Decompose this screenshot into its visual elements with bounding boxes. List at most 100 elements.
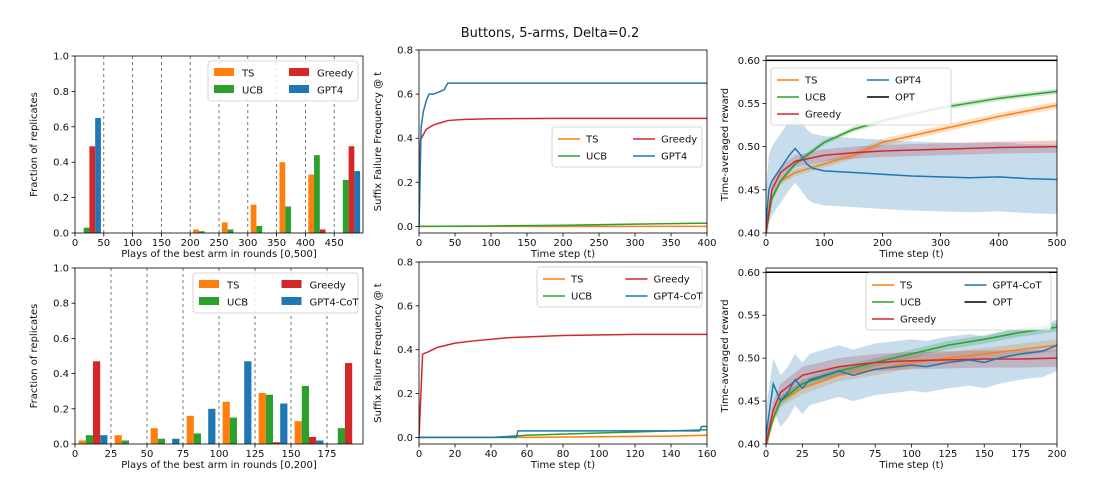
x-tick-label: 0 [763, 449, 769, 460]
bar-GPT4-CoT [100, 435, 108, 444]
bar-GPT4-CoT [316, 440, 324, 444]
bar-Greedy [273, 442, 281, 444]
x-tick-label: 50 [141, 449, 154, 460]
legend-box [770, 67, 952, 126]
y-axis-label: Fraction of replicates [29, 92, 40, 197]
y-tick-label: 0.55 [738, 311, 760, 322]
sff-bottom-legend: TS Greedy UCB GPT4-CoT [536, 266, 703, 308]
bar-GPT4-CoT [244, 361, 252, 444]
x-tick-label: 400 [697, 238, 716, 249]
bar-UCB [227, 229, 234, 233]
x-tick-label: 20 [449, 449, 462, 460]
x-tick-label: 100 [123, 238, 142, 249]
legend-label-Greedy: Greedy [900, 315, 936, 326]
legend-label-Greedy: Greedy [661, 135, 697, 146]
y-tick-label: 0.2 [397, 389, 413, 400]
hist-top-panel: 0 50 100 150 200 250 300 350 400 450 0.0 0.2 0.4 0.6 0… [29, 52, 364, 260]
legend-label-OPT: OPT [895, 93, 916, 104]
x-tick-label: 0 [763, 238, 769, 249]
hist-top-legend: TS Greedy UCB GPT4 [207, 60, 359, 102]
legend-label-GPT4: GPT4 [317, 86, 343, 97]
band-UCB [766, 322, 1057, 444]
x-tick-label: 175 [1011, 449, 1030, 460]
legend-label-Greedy: Greedy [317, 69, 353, 80]
legend-label-GPT4-CoT: GPT4-CoT [310, 298, 360, 309]
bar-UCB [157, 438, 165, 444]
bar-UCB [193, 433, 201, 444]
y-tick-label: 0.8 [397, 258, 413, 269]
legend-box [865, 272, 1052, 331]
legend-swatch-UCB [214, 85, 234, 93]
bar-UCB [256, 225, 263, 233]
x-tick-label: 75 [869, 449, 882, 460]
y-axis-label: Fraction of replicates [29, 304, 40, 409]
x-tick-label: 350 [267, 238, 286, 249]
y-tick-label: 0.6 [53, 122, 69, 133]
bar-UCB [83, 227, 90, 233]
bar-GPT4 [95, 117, 101, 233]
x-tick-label: 150 [517, 238, 536, 249]
x-axis-label: Plays of the best arm in rounds [0,200] [121, 460, 317, 471]
x-tick-label: 100 [481, 238, 500, 249]
y-axis-label: Suffix Failure Frequency @ t [373, 72, 384, 212]
bar-TS [114, 435, 122, 444]
legend-box [192, 272, 359, 314]
line-Greedy [766, 145, 1057, 233]
y-tick-label: 0.8 [53, 87, 69, 98]
line-GPT4-CoT [419, 425, 707, 439]
hist-bottom-legend: TS Greedy UCB GPT4-CoT [192, 272, 360, 314]
y-tick-label: 0.2 [53, 193, 69, 204]
y-tick-label: 0.0 [53, 440, 69, 451]
x-tick-label: 300 [931, 238, 950, 249]
x-tick-label: 200 [181, 238, 200, 249]
bar-TS [279, 162, 286, 233]
y-tick-label: 0.6 [53, 334, 69, 345]
hist-top-plot-area [83, 56, 361, 233]
legend-label-GPT4-CoT: GPT4-CoT [993, 281, 1043, 292]
legend-label-GPT4: GPT4 [895, 76, 921, 87]
bar-Greedy [309, 436, 317, 444]
x-axis-label: Time step (t) [878, 460, 943, 471]
y-tick-label: 0.4 [397, 134, 413, 145]
bar-UCB [314, 155, 320, 233]
legend-label-TS: TS [570, 275, 583, 286]
legend-label-Greedy: Greedy [805, 110, 841, 121]
y-tick-label: 0.45 [738, 185, 760, 196]
x-tick-label: 400 [989, 238, 1008, 249]
bar-GPT4 [354, 171, 361, 233]
x-tick-label: 160 [697, 449, 716, 460]
sff-top-panel: 0 50 100 150 200 250 300 350 400 0.0 0.2 0.4 0.6 0.8 T… [373, 46, 717, 261]
x-axis-label: Time step (t) [530, 249, 595, 260]
reward-top-panel: 0 100 200 300 400 500 0.40 0.45 0.50 0.55 0.60 Time… [720, 55, 1067, 260]
legend-box [536, 266, 703, 308]
figure-title: Buttons, 5-arms, Delta=0.2 [460, 26, 640, 41]
legend-label-UCB: UCB [242, 86, 263, 97]
x-tick-label: 80 [557, 449, 570, 460]
bar-GPT4-CoT [280, 403, 288, 444]
legend-label-TS: TS [241, 69, 254, 80]
x-tick-label: 150 [152, 238, 171, 249]
x-tick-label: 175 [317, 449, 336, 460]
sff-bottom-panel: 0 20 40 60 80 100 120 140 160 0.0 0.2 0.4 0.6 0.8 Time… [373, 258, 717, 472]
legend-swatch-Greedy [289, 68, 309, 76]
x-tick-label: 0 [416, 449, 422, 460]
y-tick-label: 1.0 [53, 264, 69, 275]
y-axis-label: Time-averaged reward [720, 88, 731, 202]
legend-label-UCB: UCB [805, 93, 826, 104]
bar-TS [308, 174, 315, 233]
y-tick-label: 0.2 [397, 178, 413, 189]
legend-label-Greedy: Greedy [654, 275, 690, 286]
legend-label-TS: TS [804, 76, 817, 87]
bar-UCB [121, 440, 129, 444]
bar-UCB [198, 231, 205, 233]
legend-label-UCB: UCB [571, 292, 592, 303]
bar-TS [258, 392, 266, 444]
bar-UCB [85, 435, 93, 444]
line-UCB [419, 222, 707, 228]
x-axis-label: Time step (t) [530, 460, 595, 471]
y-axis-label: Time-averaged reward [720, 299, 731, 413]
x-tick-label: 100 [815, 238, 834, 249]
legend-label-GPT4: GPT4 [661, 152, 687, 163]
legend-swatch-TS [199, 280, 219, 288]
